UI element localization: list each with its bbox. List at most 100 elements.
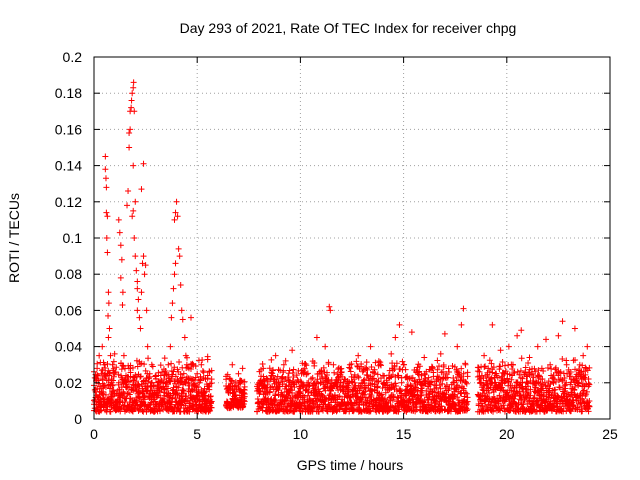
data-point-dense: [374, 378, 381, 385]
data-point-dense: [317, 379, 324, 386]
data-point-dense: [204, 372, 211, 379]
data-point-dense: [254, 395, 261, 402]
data-point-dense: [326, 392, 333, 399]
data-point-dense: [103, 406, 110, 413]
data-point: [301, 368, 308, 375]
data-point-dense: [417, 392, 424, 399]
data-point-dense: [350, 408, 357, 415]
data-point-dense: [192, 363, 199, 370]
data-point-dense: [106, 372, 113, 379]
data-point-dense: [416, 363, 423, 370]
data-point: [485, 365, 492, 372]
data-point-dense: [440, 363, 447, 370]
data-point-dense: [438, 403, 445, 410]
data-point-dense: [548, 365, 555, 372]
data-point-dense: [425, 374, 432, 381]
data-point-dense: [462, 379, 469, 386]
data-point: [454, 343, 461, 350]
data-point: [130, 79, 137, 86]
data-point-dense: [438, 398, 445, 405]
data-point: [181, 334, 188, 341]
data-point: [280, 361, 287, 368]
data-point: [351, 376, 358, 383]
data-point-dense: [314, 376, 321, 383]
data-point-dense: [268, 356, 275, 363]
data-point: [318, 370, 325, 377]
data-point: [404, 376, 411, 383]
data-point: [132, 253, 139, 260]
data-point-dense: [272, 397, 279, 404]
data-point-dense: [552, 364, 559, 371]
data-point-dense: [108, 396, 115, 403]
y-tick-label: 0.1: [63, 230, 83, 246]
data-point-dense: [422, 375, 429, 382]
data-point: [172, 260, 179, 267]
data-point-dense: [455, 397, 462, 404]
data-point-dense: [423, 368, 430, 375]
data-point-dense: [534, 389, 541, 396]
data-point-dense: [141, 361, 148, 368]
data-point-dense: [104, 360, 111, 367]
data-point-dense: [541, 379, 548, 386]
data-point-dense: [260, 373, 267, 380]
data-point-dense: [167, 378, 174, 385]
data-point-dense: [371, 366, 378, 373]
data-point-dense: [275, 387, 282, 394]
data-point-dense: [517, 374, 524, 381]
data-point-dense: [290, 366, 297, 373]
data-point: [433, 376, 440, 383]
data-point-dense: [402, 366, 409, 373]
data-point: [154, 379, 161, 386]
data-point: [585, 383, 592, 390]
data-point-dense: [272, 391, 279, 398]
data-point-dense: [572, 357, 579, 364]
data-point-dense: [190, 394, 197, 401]
data-point: [136, 314, 143, 321]
data-point-dense: [571, 387, 578, 394]
data-point-dense: [171, 364, 178, 371]
data-point: [264, 387, 271, 394]
data-point-dense: [157, 362, 164, 369]
data-point-dense: [418, 372, 425, 379]
data-point: [196, 379, 203, 386]
data-point-dense: [173, 383, 180, 390]
data-point: [110, 387, 117, 394]
data-point-dense: [497, 363, 504, 370]
data-point: [98, 370, 105, 377]
data-point: [117, 274, 124, 281]
data-point-dense: [160, 395, 167, 402]
data-point-dense: [347, 368, 354, 375]
data-point-dense: [208, 404, 215, 411]
data-point-dense: [267, 375, 274, 382]
data-point: [241, 387, 248, 394]
data-point: [103, 235, 110, 241]
data-point-dense: [586, 364, 593, 371]
data-point-dense: [524, 379, 531, 386]
data-point-dense: [439, 368, 446, 375]
data-point-dense: [135, 381, 142, 388]
data-point: [190, 376, 197, 383]
data-point: [268, 372, 275, 379]
data-point: [132, 198, 139, 205]
data-point: [124, 202, 131, 209]
data-point-dense: [169, 371, 176, 378]
data-point: [481, 352, 488, 359]
data-point: [182, 352, 189, 359]
data-point-dense: [94, 372, 101, 379]
data-point-dense: [366, 377, 373, 384]
data-point: [408, 329, 415, 336]
data-point: [322, 343, 329, 350]
y-tick-label: 0.08: [55, 266, 82, 282]
data-point-dense: [346, 364, 353, 371]
data-point-dense: [177, 371, 184, 378]
data-point: [108, 376, 115, 383]
data-point-dense: [178, 378, 185, 385]
data-point-dense: [434, 366, 441, 373]
data-point-dense: [354, 394, 361, 401]
data-point: [129, 213, 136, 220]
data-point: [543, 336, 550, 343]
data-point-dense: [325, 359, 332, 366]
data-point-dense: [581, 374, 588, 381]
data-point: [522, 368, 529, 375]
data-point-dense: [375, 378, 382, 385]
